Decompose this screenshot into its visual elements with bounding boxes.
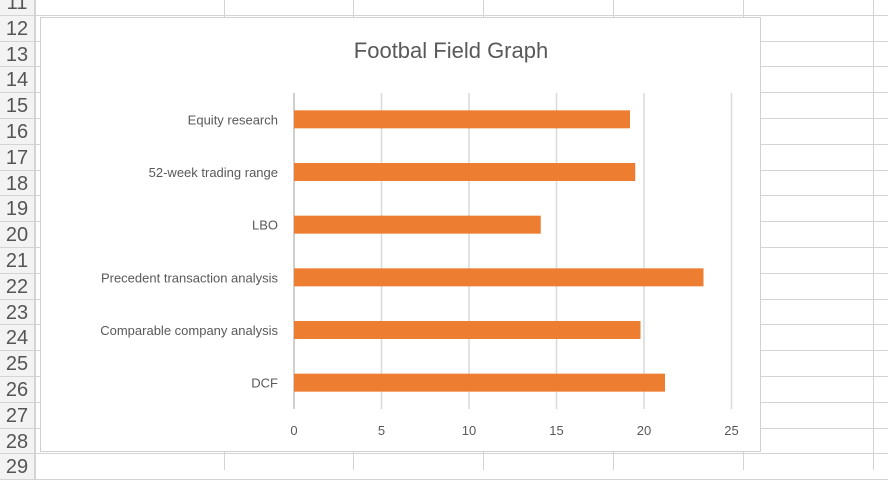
row-gridline [36, 453, 888, 455]
chart-area[interactable]: Footbal Field Graph 0 5 10 15 20 25 Equity res… [40, 17, 761, 452]
x-tick-label: 10 [462, 423, 476, 438]
row-header[interactable]: 26 [0, 377, 36, 403]
row-header[interactable]: 29 [0, 454, 36, 480]
row-header[interactable]: 18 [0, 170, 36, 197]
bar[interactable] [294, 268, 704, 287]
row-header[interactable]: 22 [0, 273, 36, 300]
x-tick-label: 20 [637, 423, 651, 438]
x-tick-label: 5 [378, 423, 385, 438]
row-header[interactable]: 24 [0, 325, 36, 352]
row-header[interactable]: 15 [0, 93, 36, 119]
bar[interactable] [294, 215, 541, 234]
bar[interactable] [294, 163, 636, 181]
bar[interactable] [294, 110, 630, 129]
category-label: DCF [251, 376, 278, 391]
category-label: LBO [252, 218, 278, 233]
row-header[interactable]: 19 [0, 196, 36, 223]
category-label: Equity research [188, 112, 278, 127]
row-header[interactable]: 12 [0, 15, 36, 42]
x-tick-label: 0 [290, 423, 297, 438]
football-field-chart: Footbal Field Graph 0 5 10 15 20 25 Equity res… [100, 38, 739, 438]
row-header[interactable]: 13 [0, 41, 36, 68]
x-tick-label: 15 [549, 423, 563, 438]
category-label: Comparable company analysis [100, 323, 278, 338]
row-header[interactable]: 28 [0, 428, 36, 455]
x-tick-label: 25 [724, 423, 738, 438]
row-header[interactable]: 16 [0, 119, 36, 145]
row-header[interactable]: 14 [0, 67, 36, 94]
bar[interactable] [294, 373, 665, 392]
row-header[interactable]: 11 [0, 0, 36, 16]
bar[interactable] [294, 321, 641, 339]
row-header[interactable]: 25 [0, 351, 36, 377]
row-header[interactable]: 21 [0, 248, 36, 274]
category-label: 52-week trading range [149, 165, 278, 180]
chart-title: Footbal Field Graph [354, 38, 548, 63]
row-gridline [36, 14, 888, 16]
row-header[interactable]: 27 [0, 402, 36, 429]
row-header[interactable]: 17 [0, 144, 36, 171]
category-label: Precedent transaction analysis [101, 270, 279, 285]
column-gridline [873, 0, 874, 470]
row-header[interactable]: 23 [0, 299, 36, 326]
row-header[interactable]: 20 [0, 222, 36, 248]
